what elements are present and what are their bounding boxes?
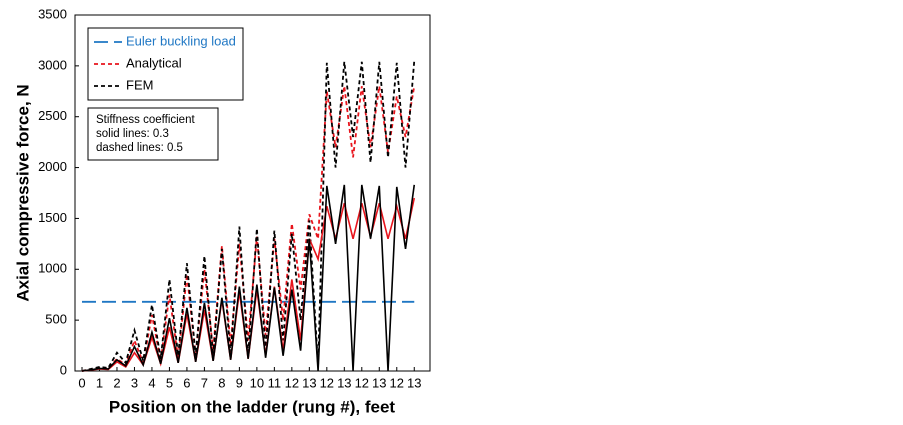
y-tick-label: 3000	[38, 57, 67, 72]
x-tick-label: 13	[372, 375, 386, 390]
legend-box	[87, 27, 244, 101]
x-tick-label: 12	[355, 375, 369, 390]
x-tick-label: 12	[285, 375, 299, 390]
x-tick-label: 4	[148, 375, 155, 390]
x-tick-label: 3	[131, 375, 138, 390]
legend-label: Analytical	[126, 55, 182, 70]
y-tick-label: 1500	[38, 210, 67, 225]
x-tick-label: 12	[390, 375, 404, 390]
x-tick-label: 2	[113, 375, 120, 390]
x-tick-label: 10	[250, 375, 264, 390]
x-tick-label: 13	[407, 375, 421, 390]
series-line	[81, 86, 416, 372]
x-axis-title: Position on the ladder (rung #), feet	[109, 397, 396, 416]
annotation: dashed lines: 0.5	[96, 142, 183, 154]
y-tick-label: 500	[45, 312, 67, 327]
y-tick-label: 0	[60, 362, 67, 377]
x-tick-label: 1	[96, 375, 103, 390]
legend-label: FEM	[126, 77, 153, 92]
plot-frame	[74, 14, 431, 372]
x-tick-label: 0	[78, 375, 85, 390]
x-tick-label: 12	[320, 375, 334, 390]
x-tick-label: 13	[302, 375, 316, 390]
y-tick-label: 3500	[38, 6, 67, 21]
y-axis-title: Axial compressive force, N	[13, 84, 32, 301]
y-tick-label: 2500	[38, 108, 67, 123]
x-tick-label: 8	[218, 375, 225, 390]
annotation: Stiffness coefficient	[96, 114, 195, 126]
y-tick-label: 2000	[38, 159, 67, 174]
series-line	[81, 184, 416, 372]
x-tick-label: 9	[236, 375, 243, 390]
y-tick-label: 1000	[38, 261, 67, 276]
x-tick-label: 7	[201, 375, 208, 390]
x-tick-label: 6	[183, 375, 190, 390]
legend-label: Euler buckling load	[126, 33, 236, 48]
x-tick-label: 5	[166, 375, 173, 390]
annotation: solid lines: 0.3	[96, 128, 169, 140]
x-tick-label: 11	[268, 375, 282, 390]
annotation-box	[87, 107, 219, 161]
x-tick-label: 13	[337, 375, 351, 390]
